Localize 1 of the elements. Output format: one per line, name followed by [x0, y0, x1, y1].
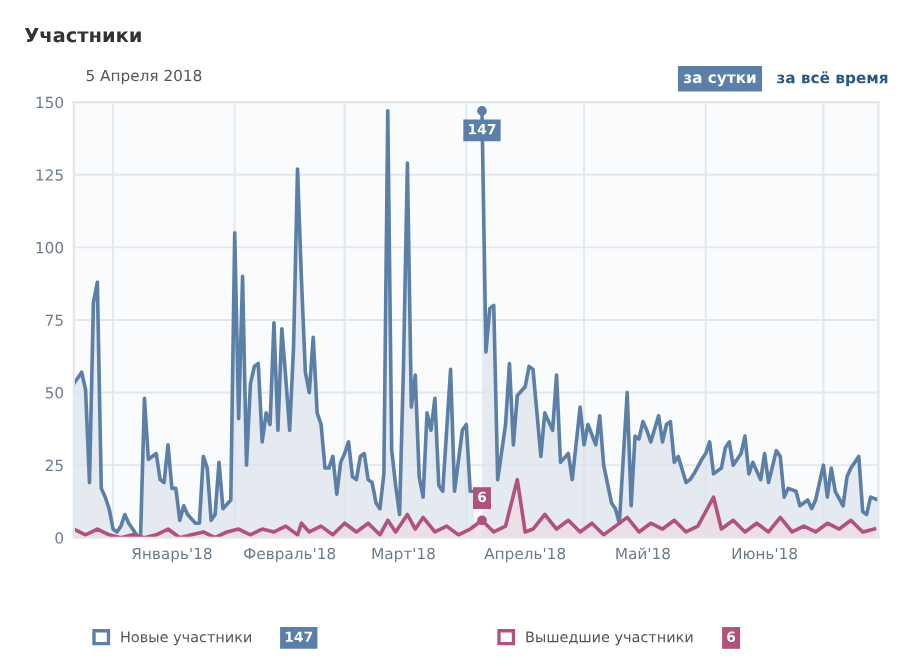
- chart-title: Участники: [24, 27, 141, 43]
